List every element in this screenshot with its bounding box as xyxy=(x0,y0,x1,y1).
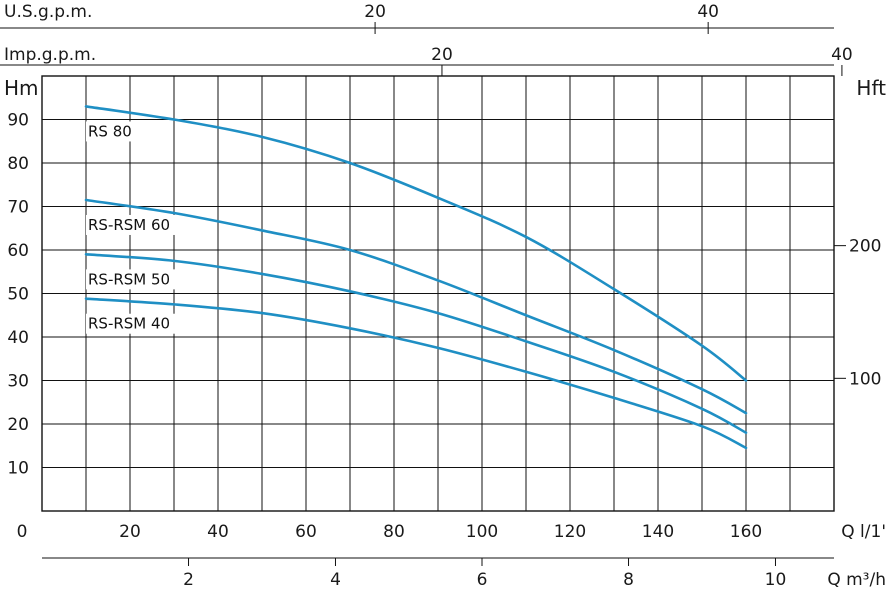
imp-gpm-axis-label: Imp.g.p.m. xyxy=(4,45,96,65)
x-tick-label: 80 xyxy=(383,522,405,542)
series-label: RS-RSM 40 xyxy=(88,315,170,333)
series-label: RS-RSM 60 xyxy=(88,216,170,234)
x-tick-label: 100 xyxy=(466,522,498,542)
y-tick-label: 30 xyxy=(7,372,29,392)
y-tick-label: 20 xyxy=(7,415,29,435)
us-gpm-tick-label: 40 xyxy=(697,2,719,22)
series-curve xyxy=(84,253,748,434)
us-gpm-tick-label: 20 xyxy=(364,2,386,22)
series-curve xyxy=(84,297,748,450)
series-label-bg xyxy=(86,269,177,290)
y-tick-label: 90 xyxy=(7,111,29,131)
m3h-axis-label: Q m³/h xyxy=(827,570,886,590)
x-tick-label: 40 xyxy=(207,522,229,542)
y-tick-label: 80 xyxy=(7,154,29,174)
series-label: RS 80 xyxy=(88,122,132,140)
m3h-tick-label: 10 xyxy=(765,570,787,590)
m3h-tick-label: 4 xyxy=(330,570,341,590)
us-gpm-axis-label: U.S.g.p.m. xyxy=(4,2,92,22)
m3h-tick-label: 2 xyxy=(183,570,194,590)
series-curve xyxy=(84,105,748,382)
grid-layer xyxy=(41,75,835,512)
y-right-unit-label: Hft xyxy=(856,76,886,100)
series-curve xyxy=(84,198,748,415)
hft-tick-label: 200 xyxy=(849,237,881,257)
plot-frame xyxy=(41,75,835,512)
x-tick-label: 0 xyxy=(17,522,28,542)
imp-gpm-tick-label: 40 xyxy=(831,45,853,65)
m3h-tick-label: 8 xyxy=(623,570,634,590)
x-tick-label: 120 xyxy=(554,522,586,542)
curve-layer xyxy=(84,105,748,450)
x-tick-label: 140 xyxy=(642,522,674,542)
series-label-bg xyxy=(86,121,138,142)
y-tick-label: 70 xyxy=(7,198,29,218)
x-tick-label: 20 xyxy=(119,522,141,542)
series-label: RS-RSM 50 xyxy=(88,270,170,288)
y-tick-label: 40 xyxy=(7,328,29,348)
imp-gpm-tick-label: 20 xyxy=(431,45,453,65)
axis-layer xyxy=(0,22,846,566)
m3h-tick-label: 6 xyxy=(477,570,488,590)
series-label-bg xyxy=(86,313,177,334)
y-tick-label: 50 xyxy=(7,285,29,305)
y-tick-label: 60 xyxy=(7,241,29,261)
label-layer: 0 20 40 60 80 100 120 140 160 10 20 30 40 50 60 70 80 90 H… xyxy=(4,2,886,590)
series-label-bg xyxy=(86,214,177,235)
hft-tick-label: 100 xyxy=(849,369,881,389)
x-tick-label: 60 xyxy=(295,522,317,542)
x-unit-label: Q l/1' xyxy=(841,522,886,542)
y-left-unit-label: Hm xyxy=(4,76,39,100)
x-tick-label: 160 xyxy=(730,522,762,542)
y-tick-label: 10 xyxy=(7,459,29,479)
